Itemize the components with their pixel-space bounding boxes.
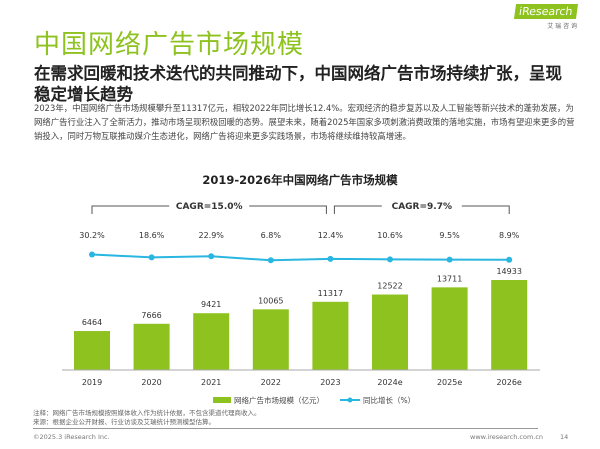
growth-label: 30.2% xyxy=(79,231,105,240)
growth-label: 18.6% xyxy=(139,231,165,240)
growth-point xyxy=(208,253,215,260)
x-tick-label: 2021 xyxy=(201,378,221,387)
cagr-bracket xyxy=(91,205,327,214)
bar-2026e xyxy=(491,280,528,370)
growth-label: 10.6% xyxy=(377,231,403,240)
iresearch-logo: iResearch 艾 瑞 咨 询 xyxy=(513,4,579,36)
cagr-bracket xyxy=(333,205,510,214)
bar-2021 xyxy=(193,313,230,370)
body-text: 2023年，中国网络广告市场规模攀升至11317亿元，相较2022年同比增长12… xyxy=(34,103,575,141)
x-tick-label: 2020 xyxy=(141,378,161,387)
growth-label: 12.4% xyxy=(318,231,344,240)
growth-label: 22.9% xyxy=(198,231,224,240)
legend-bar-swatch xyxy=(213,397,231,403)
bar-label: 13711 xyxy=(437,274,462,283)
bar-label: 7666 xyxy=(141,311,161,320)
logo-sub: 艾 瑞 咨 询 xyxy=(547,23,577,30)
bar-label: 6464 xyxy=(82,318,102,327)
bar-label: 14933 xyxy=(496,267,521,276)
growth-label: 8.9% xyxy=(499,231,520,240)
bar-2019 xyxy=(74,331,110,370)
growth-label: 6.8% xyxy=(261,231,282,240)
page-title: 中国网络广告市场规模 xyxy=(34,30,305,60)
bar-2023 xyxy=(312,301,349,370)
subtitle: 在需求回暖和技术迭代的共同推动下，中国网络广告市场持续扩张，呈现稳定增长趋势 xyxy=(34,64,562,104)
growth-point xyxy=(446,256,453,263)
chart-title: 2019-2026年中国网络广告市场规模 xyxy=(202,173,398,187)
x-tick-label: 2023 xyxy=(320,378,340,387)
legend-line-marker xyxy=(347,397,353,403)
legend-bar-label: 网络广告市场规模（亿元） xyxy=(234,395,324,405)
cagr-label: CAGR=15.0% xyxy=(176,202,243,212)
x-tick-label: 2024e xyxy=(377,378,402,387)
growth-point xyxy=(89,251,95,258)
bar-2020 xyxy=(133,323,170,370)
cagr-label: CAGR=9.7% xyxy=(392,202,452,212)
x-tick-label: 2019 xyxy=(82,378,102,387)
growth-point xyxy=(267,257,274,264)
bar-2024e xyxy=(372,294,408,370)
growth-point xyxy=(327,255,334,262)
x-tick-label: 2026e xyxy=(497,378,522,387)
bar-2022 xyxy=(252,309,289,370)
x-tick-label: 2025e xyxy=(437,378,462,387)
copyright: ©2025.3 iResearch Inc. xyxy=(33,433,110,441)
website-url: www.iresearch.com.cn xyxy=(470,433,544,441)
bar-2025e xyxy=(431,287,468,370)
bar-label: 11317 xyxy=(318,289,343,298)
source-text: 来源：根据企业公开财报、行业访谈及艾瑞统计预测模型估算。 xyxy=(33,418,215,426)
growth-point xyxy=(506,256,513,263)
footer-divider xyxy=(33,428,538,429)
bar-label: 10065 xyxy=(258,296,283,305)
x-tick-label: 2022 xyxy=(261,378,281,387)
growth-point xyxy=(387,256,393,263)
note-text: 注释：网络广告市场规模按照媒体收入作为统计依据，不包含渠道代理商收入。 xyxy=(33,409,261,417)
growth-line xyxy=(91,253,510,262)
bar-label: 9421 xyxy=(201,300,221,309)
growth-label: 9.5% xyxy=(439,231,460,240)
bar-label: 12522 xyxy=(377,282,402,291)
page-number: 14 xyxy=(560,433,569,441)
growth-point xyxy=(148,254,155,261)
notes: 注释：网络广告市场规模按照媒体收入作为统计依据，不包含渠道代理商收入。 来源：根… xyxy=(33,409,261,427)
legend-line-label: 同比增长（%） xyxy=(363,395,415,405)
